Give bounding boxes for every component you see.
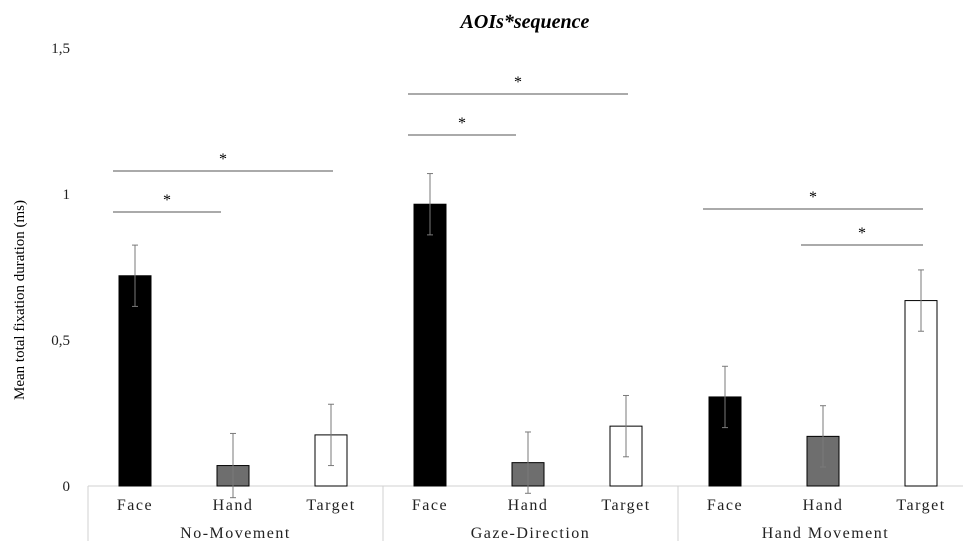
x-category-label: Target bbox=[306, 497, 355, 514]
x-category-label: Face bbox=[412, 497, 448, 514]
significance-star: * bbox=[219, 151, 227, 168]
chart-title: AOIs*sequence bbox=[459, 11, 590, 33]
significance-star: * bbox=[858, 225, 866, 242]
x-category-label: Hand bbox=[803, 497, 844, 514]
plot-area: 0 0,5 1 1,5 Face Hand Target No-Movement Face Han… bbox=[51, 41, 963, 541]
x-category-label: Face bbox=[707, 497, 743, 514]
y-tick-label: 0,5 bbox=[51, 333, 70, 349]
y-tick-label: 1 bbox=[63, 187, 71, 203]
significance-star: * bbox=[458, 115, 466, 132]
x-category-label: Face bbox=[117, 497, 153, 514]
significance-star: * bbox=[809, 189, 817, 206]
y-tick-label: 1,5 bbox=[51, 41, 70, 57]
y-tick-label: 0 bbox=[63, 479, 71, 495]
x-group-label: Hand Movement bbox=[762, 525, 889, 541]
x-category-label: Target bbox=[601, 497, 650, 514]
x-category-label: Hand bbox=[213, 497, 254, 514]
bar-face bbox=[118, 275, 152, 487]
x-category-label: Target bbox=[896, 497, 945, 514]
bar-face bbox=[413, 203, 447, 487]
x-category-label: Hand bbox=[508, 497, 549, 514]
y-axis-label: Mean total fixation duration (ms) bbox=[12, 200, 28, 400]
x-group-label: No-Movement bbox=[180, 525, 291, 541]
significance-star: * bbox=[514, 74, 522, 91]
x-group-label: Gaze-Direction bbox=[471, 525, 591, 541]
significance-star: * bbox=[163, 192, 171, 209]
